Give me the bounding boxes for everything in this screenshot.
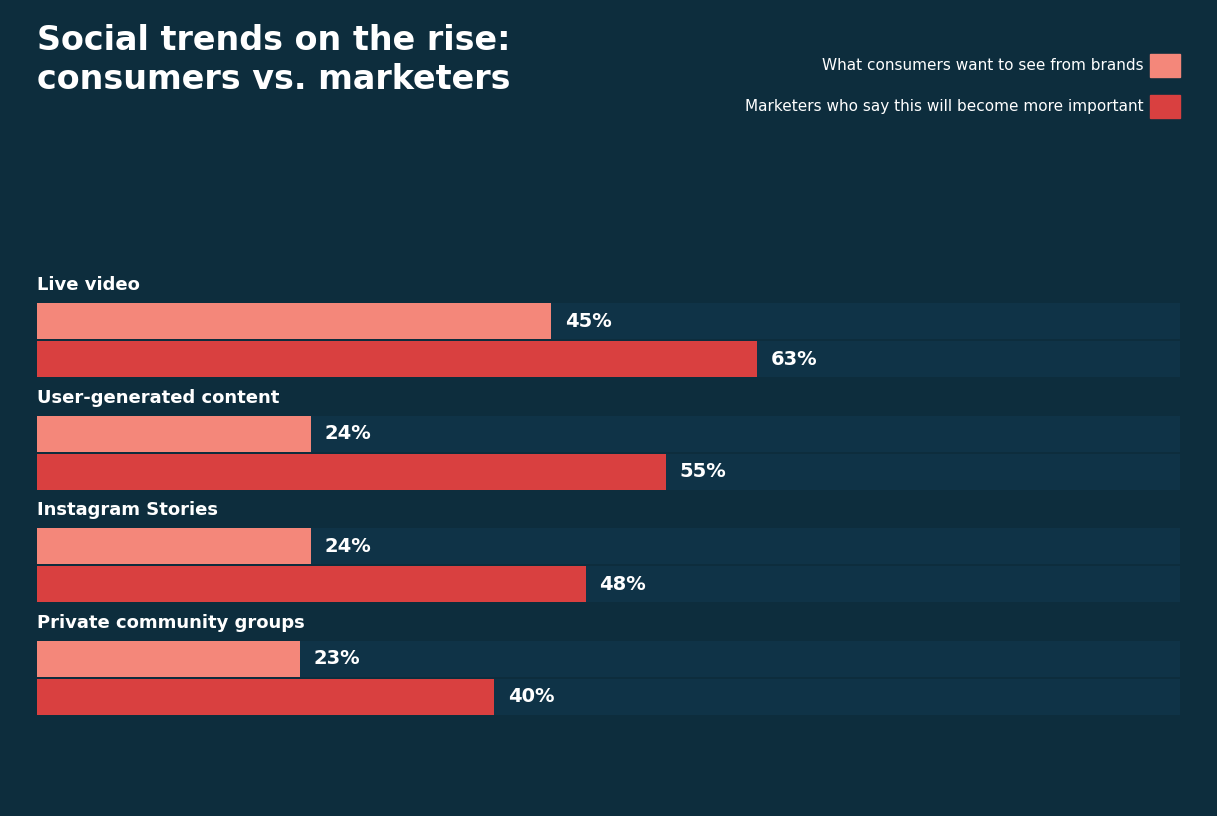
- Text: Social trends on the rise:
consumers vs. marketers: Social trends on the rise: consumers vs.…: [37, 24, 510, 95]
- Bar: [37, 415, 1180, 451]
- Text: 23%: 23%: [313, 650, 360, 668]
- Bar: [37, 454, 666, 490]
- Bar: [37, 641, 1180, 676]
- Text: 45%: 45%: [565, 312, 612, 330]
- Text: 24%: 24%: [325, 537, 371, 556]
- Text: 24%: 24%: [325, 424, 371, 443]
- Bar: [37, 415, 312, 451]
- Text: Instagram Stories: Instagram Stories: [37, 501, 218, 519]
- Bar: [37, 303, 1180, 339]
- Text: User-generated content: User-generated content: [37, 388, 279, 406]
- Bar: [37, 679, 494, 715]
- Text: What consumers want to see from brands: What consumers want to see from brands: [823, 58, 1144, 73]
- Bar: [37, 341, 757, 377]
- Bar: [37, 641, 299, 676]
- Text: 55%: 55%: [679, 463, 727, 481]
- Bar: [37, 341, 1180, 377]
- Bar: [37, 566, 585, 602]
- Text: Marketers who say this will become more important: Marketers who say this will become more …: [745, 99, 1144, 113]
- Text: 48%: 48%: [599, 575, 646, 594]
- Bar: [37, 679, 1180, 715]
- Text: 63%: 63%: [770, 350, 818, 369]
- Text: Private community groups: Private community groups: [37, 614, 304, 632]
- Bar: [37, 566, 1180, 602]
- Text: 40%: 40%: [507, 687, 554, 707]
- Bar: [37, 454, 1180, 490]
- Text: Live video: Live video: [37, 276, 140, 294]
- Bar: [37, 303, 551, 339]
- Bar: [37, 528, 1180, 564]
- Bar: [37, 528, 312, 564]
